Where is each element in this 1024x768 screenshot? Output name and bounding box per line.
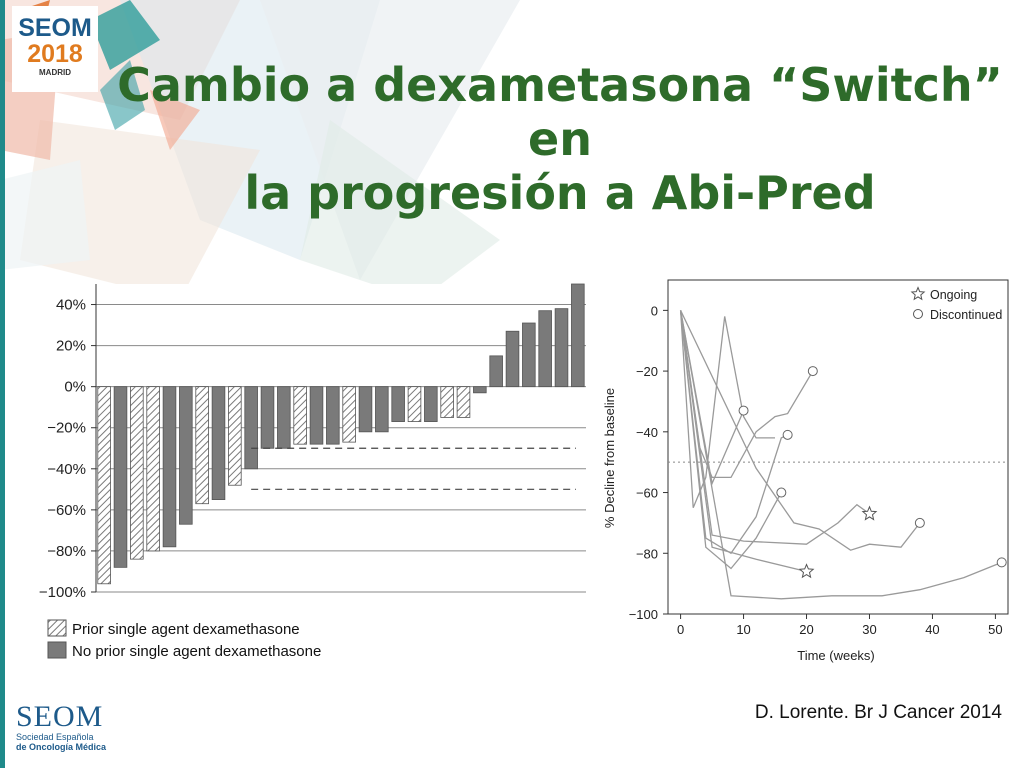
bar-prior-dexamethasone: [407, 386, 422, 422]
bar-no-prior-dexamethasone: [473, 386, 487, 394]
discontinued-marker: [914, 517, 925, 528]
y-tick-label: −80: [636, 546, 658, 561]
y-tick-label: −20%: [47, 420, 86, 437]
series-line: [680, 310, 921, 551]
footer-logo-name: SEOM: [16, 700, 104, 733]
ongoing-marker: [798, 563, 815, 579]
psa-decline-line-chart: 0 −20 −40 −60 −80 −100 0 10 20 30 40 50 Ongoing Disc…: [602, 279, 1009, 663]
series-line: [679, 310, 775, 508]
bar-no-prior-dexamethasone: [375, 386, 389, 433]
y-tick-label: −60%: [47, 502, 86, 519]
x-tick-label: 30: [862, 622, 876, 637]
y-tick-label: −80%: [47, 543, 86, 560]
footer-logo-line-1: Sociedad Española: [16, 732, 94, 742]
bar-no-prior-dexamethasone: [571, 283, 585, 388]
y-axis-label: % Decline from baseline: [602, 388, 617, 528]
bar-prior-dexamethasone: [97, 386, 111, 585]
y-tick-label: −60: [636, 486, 658, 501]
waterfall-chart: 40% 20% 0% −20% −40% −60% −80% −100% Prior sing…: [39, 283, 586, 660]
y-tick-label: −100%: [39, 584, 86, 601]
bar-prior-dexamethasone: [293, 386, 307, 445]
discontinued-marker: [996, 557, 1007, 568]
discontinued-marker: [807, 366, 818, 377]
legend-circle-marker: [913, 309, 923, 319]
footer-logo-line-2-text: de Oncología Médica: [16, 742, 107, 752]
bar-no-prior-dexamethasone: [162, 386, 177, 548]
y-tick-label: −40: [636, 425, 658, 440]
plot-frame: [667, 279, 1009, 615]
title-line-2: la progresión a Abi-Pred: [244, 166, 876, 220]
legend-label-discontinued: Discontinued: [930, 308, 1002, 322]
logo-line-3: MADRID: [39, 68, 71, 77]
y-tick-label: 0%: [64, 379, 86, 396]
bar-prior-dexamethasone: [228, 386, 242, 486]
legend-star-marker: [910, 286, 926, 301]
bar-no-prior-dexamethasone: [538, 310, 552, 388]
y-tick-label: −100: [629, 607, 658, 622]
bar-no-prior-dexamethasone: [358, 386, 373, 433]
bar-no-prior-dexamethasone: [260, 386, 275, 449]
y-tick-label: −20: [636, 364, 658, 379]
logo-line-2: 2018: [27, 40, 83, 68]
series-line: [679, 310, 807, 573]
slide-title: Cambio a dexametasona “Switch” en la pro…: [110, 58, 1010, 220]
bar-no-prior-dexamethasone: [277, 386, 291, 449]
series-line: [679, 310, 814, 479]
bar-no-prior-dexamethasone: [113, 386, 128, 568]
plot-area: [96, 284, 586, 592]
y-tick-label: 40%: [56, 297, 86, 314]
bar-no-prior-dexamethasone: [326, 386, 340, 445]
title-line-1: Cambio a dexametasona “Switch” en: [117, 58, 1003, 166]
bar-no-prior-dexamethasone: [489, 355, 503, 388]
bar-no-prior-dexamethasone: [522, 322, 536, 388]
bar-prior-dexamethasone: [146, 386, 160, 552]
left-accent-bar: [0, 0, 5, 768]
legend-label-none: No prior single agent dexamethasone: [72, 643, 321, 660]
citation: D. Lorente. Br J Cancer 2014: [754, 702, 1002, 723]
discontinued-marker: [782, 429, 793, 440]
discontinued-marker: [776, 487, 787, 498]
legend-label-ongoing: Ongoing: [930, 288, 977, 302]
y-tick-label: 20%: [56, 338, 86, 355]
x-tick-label: 10: [736, 622, 750, 637]
legend-label-prior: Prior single agent dexamethasone: [72, 621, 300, 638]
x-tick-label: 50: [988, 622, 1002, 637]
bar-prior-dexamethasone: [195, 386, 209, 505]
legend-swatch-prior: [47, 619, 67, 637]
bar-no-prior-dexamethasone: [554, 308, 569, 388]
y-tick-label: 0: [651, 303, 658, 318]
x-axis-label: Time (weeks): [797, 648, 875, 663]
bar-prior-dexamethasone: [456, 386, 471, 418]
seom-footer-logo: SEOM Sociedad Española de Oncología Médi…: [16, 700, 106, 753]
series-line: [679, 310, 870, 545]
x-tick-label: 20: [799, 622, 813, 637]
series-line: [679, 310, 1002, 600]
series-line: [679, 310, 782, 570]
bar-prior-dexamethasone: [130, 386, 144, 560]
bar-no-prior-dexamethasone: [391, 386, 405, 422]
bar-no-prior-dexamethasone: [211, 386, 226, 500]
bar-no-prior-dexamethasone: [244, 386, 258, 470]
legend-swatch-none: [47, 641, 67, 659]
footer-logo-line-2: de Oncología Médica: [16, 742, 106, 752]
bar-no-prior-dexamethasone: [424, 386, 438, 422]
seom-2018-logo: SEOM 2018 MADRID: [12, 6, 98, 92]
bar-no-prior-dexamethasone: [309, 386, 324, 445]
ongoing-marker: [861, 505, 878, 521]
bar-prior-dexamethasone: [342, 386, 356, 443]
background-art: [0, 0, 520, 300]
discontinued-marker: [738, 405, 749, 416]
bar-prior-dexamethasone: [440, 386, 454, 418]
logo-line-1: SEOM: [18, 14, 92, 42]
y-tick-label: −40%: [47, 461, 86, 478]
bar-no-prior-dexamethasone: [179, 386, 193, 525]
x-tick-label: 0: [677, 622, 684, 637]
x-tick-label: 40: [925, 622, 939, 637]
bar-no-prior-dexamethasone: [505, 330, 520, 388]
series-line: [679, 310, 788, 555]
